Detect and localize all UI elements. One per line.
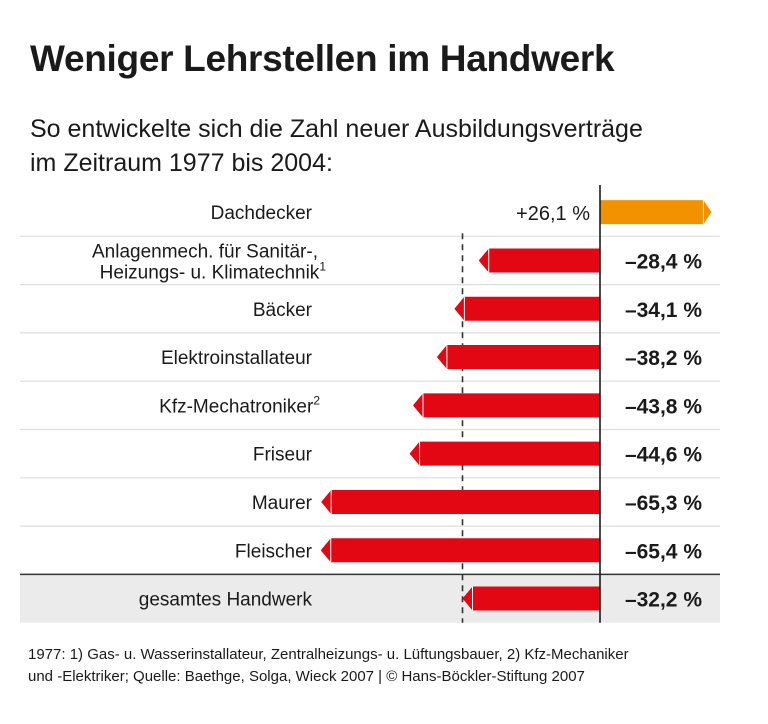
chart-title: Weniger Lehrstellen im Handwerk <box>30 38 615 79</box>
category-label: Kfz-Mechatroniker2 <box>159 393 320 417</box>
category-label: Bäcker <box>253 300 313 321</box>
bar <box>478 248 600 273</box>
value-label: –28,4 % <box>625 250 702 273</box>
subtitle-line-2: im Zeitraum 1977 bis 2004: <box>30 149 333 177</box>
value-label: +26,1 % <box>516 203 590 225</box>
total-row-background <box>20 574 720 623</box>
category-label: Maurer <box>252 493 313 514</box>
value-label: –65,3 % <box>625 492 702 515</box>
category-label: Heizungs- u. Klimatechnik1 <box>100 259 327 283</box>
footnote-marker: 2 <box>313 393 320 407</box>
bar <box>321 489 600 514</box>
category-label: gesamtes Handwerk <box>139 590 313 611</box>
footnote-line-1: 1977: 1) Gas- u. Wasserinstallateur, Zen… <box>28 646 629 663</box>
category-label: Friseur <box>253 445 313 466</box>
category-label: Elektroinstallateur <box>161 348 313 369</box>
bar <box>454 296 600 321</box>
value-label: –34,1 % <box>625 299 702 322</box>
value-label: –32,2 % <box>625 589 702 612</box>
value-label: –44,6 % <box>625 444 702 467</box>
bar <box>600 200 712 225</box>
value-label: –65,4 % <box>625 540 702 563</box>
category-label: Anlagenmech. für Sanitär-, <box>92 241 318 262</box>
bar <box>436 345 600 370</box>
category-label: Dachdecker <box>211 203 313 224</box>
footnote-marker: 1 <box>319 259 326 273</box>
bar <box>409 441 600 466</box>
footnote: 1977: 1) Gas- u. Wasserinstallateur, Zen… <box>28 644 629 688</box>
bar <box>320 538 600 563</box>
bar <box>462 586 600 611</box>
value-label: –38,2 % <box>625 347 702 370</box>
bar <box>412 393 600 418</box>
subtitle-line-1: So entwickelte sich die Zahl neuer Ausbi… <box>30 115 643 143</box>
value-label: –43,8 % <box>625 395 702 418</box>
category-label: Fleischer <box>235 541 313 562</box>
chart-subtitle: So entwickelte sich die Zahl neuer Ausbi… <box>30 112 643 180</box>
footnote-line-2: und -Elektriker; Quelle: Baethge, Solga,… <box>28 668 585 685</box>
